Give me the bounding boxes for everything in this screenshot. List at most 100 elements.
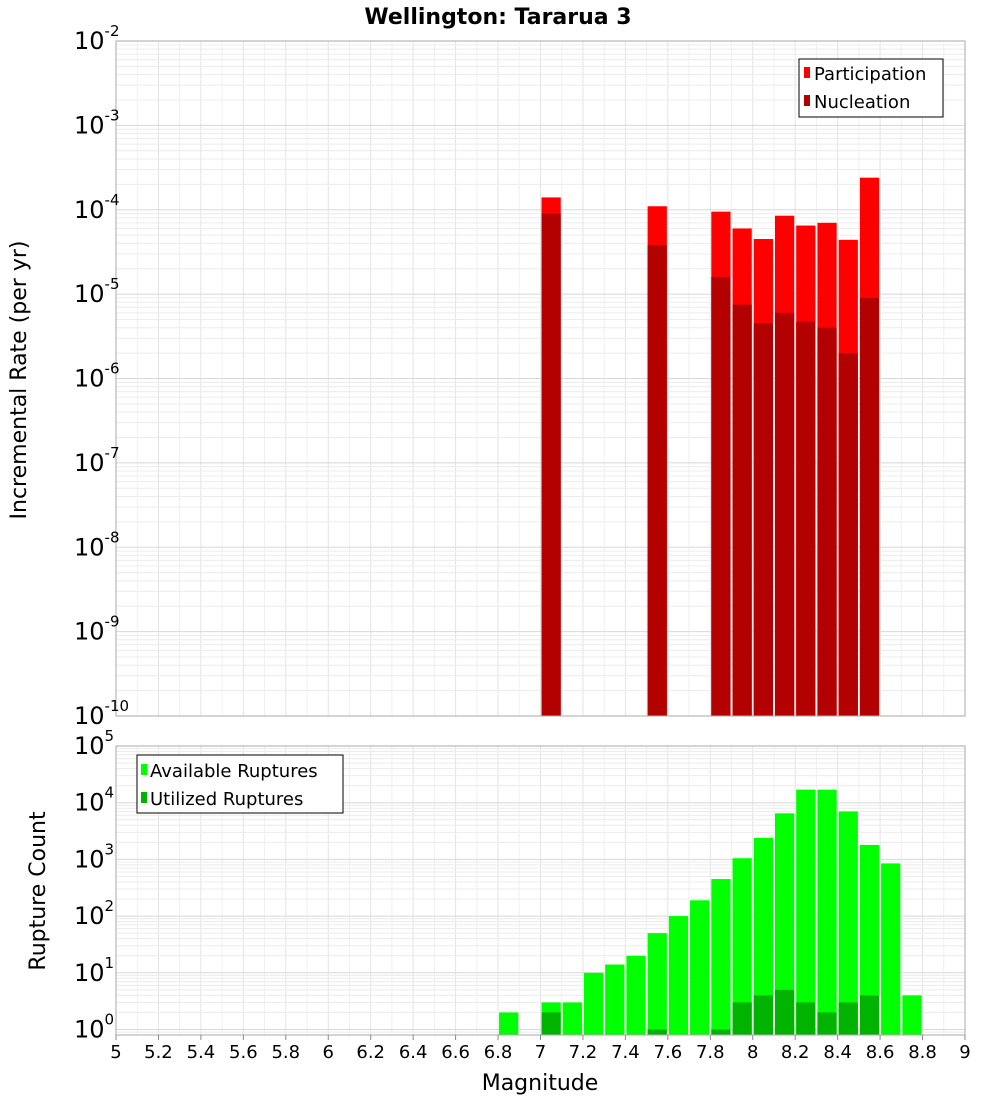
rate-y-ticks: 10-2 10-3 10-4 10-5 10-6 10-7 10-8 10-9 10-10 [74, 22, 129, 730]
chart-title: Wellington: Tararua 3 [364, 5, 631, 30]
utilized-legend-label: Utilized Ruptures [150, 789, 303, 810]
x-tick-label: 7.8 [696, 1042, 725, 1063]
rate-plot-border [115, 40, 966, 717]
count-bar-s1 [859, 844, 880, 1035]
rate-bar-s2 [753, 323, 773, 716]
utilized-legend-swatch [141, 792, 147, 803]
x-tick-label: 9 [959, 1042, 970, 1063]
count-bar-s1 [774, 813, 795, 1035]
x-tick-label: 6 [323, 1042, 334, 1063]
count-y-tick-label: 101 [74, 954, 114, 987]
count-legend-box [136, 754, 344, 814]
x-ticks: 5 5.2 5.4 5.6 5.8 6 6.2 6.4 6.6 6.8 7 7.2 7.4 7.6 7.8 8… [110, 1035, 971, 1063]
x-tick-label: 5.8 [271, 1042, 300, 1063]
count-y-tick-label: 100 [74, 1011, 114, 1044]
count-bar-s1 [902, 995, 922, 1035]
rate-y-tick-label: 10-5 [74, 275, 120, 308]
count-y-tick-label: 102 [74, 897, 114, 930]
count-y-tick-label: 105 [74, 727, 114, 760]
rate-bar-s2 [796, 321, 816, 716]
rate-y-tick-label: 10-3 [74, 106, 120, 139]
x-tick-label: 5.6 [229, 1042, 258, 1063]
x-tick-label: 8 [747, 1042, 758, 1063]
available-legend-swatch [141, 764, 147, 775]
rate-y-tick-label: 10-2 [74, 22, 120, 55]
count-bar-s1 [881, 863, 901, 1035]
x-tick-label: 8.8 [908, 1042, 937, 1063]
count-bar-s1 [838, 811, 858, 1035]
x-tick-label: 8.4 [823, 1042, 852, 1063]
x-tick-label: 8.2 [781, 1042, 810, 1063]
count-bar-s1 [796, 789, 816, 1035]
rate-bar-s2 [647, 245, 667, 717]
count-bar-s2 [817, 1012, 837, 1035]
count-y-tick-label: 104 [74, 784, 114, 817]
rate-bar-s2 [732, 304, 752, 716]
count-bar-s1 [583, 972, 604, 1035]
x-tick-label: 7.2 [569, 1042, 598, 1063]
nucleation-legend-swatch [804, 95, 810, 106]
x-tick-label: 6.4 [399, 1042, 428, 1063]
count-bar-s1 [690, 900, 710, 1035]
x-tick-label: 5 [110, 1042, 121, 1063]
count-bar-s2 [711, 1029, 731, 1035]
rate-bar-s2 [838, 353, 858, 716]
x-tick-label: 8.6 [866, 1042, 895, 1063]
count-bar-s1 [817, 789, 837, 1035]
count-bar-s2 [732, 1002, 752, 1035]
count-bar-s1 [605, 964, 625, 1035]
count-bar-s1 [647, 933, 667, 1035]
count-bar-s2 [838, 1002, 858, 1035]
rate-y-tick-label: 10-10 [74, 697, 129, 730]
x-tick-label: 6.8 [484, 1042, 513, 1063]
rate-grid [115, 41, 966, 717]
count-legend: Available Ruptures Utilized Ruptures [136, 754, 344, 814]
count-bar-s1 [562, 1002, 582, 1035]
count-y-tick-label: 103 [74, 840, 114, 873]
count-bar-s2 [753, 995, 773, 1035]
count-bar-s1 [626, 955, 646, 1035]
available-legend-label: Available Ruptures [150, 761, 318, 782]
x-tick-label: 5.4 [187, 1042, 216, 1063]
count-bar-s2 [796, 1002, 816, 1035]
x-tick-label: 7 [535, 1042, 546, 1063]
rate-y-tick-label: 10-4 [74, 191, 120, 224]
rate-bar-s2 [859, 297, 880, 716]
x-tick-label: 6.6 [441, 1042, 470, 1063]
count-y-axis-label: Rupture Count [26, 811, 51, 971]
count-bar-s1 [711, 879, 731, 1035]
count-bars [499, 789, 922, 1035]
count-bar-s2 [774, 989, 795, 1035]
rate-bar-s2 [541, 213, 561, 717]
participation-legend-swatch [804, 67, 810, 78]
rate-legend: Participation Nucleation [798, 58, 944, 118]
rate-y-axis-label: Incremental Rate (per yr) [7, 241, 32, 520]
count-panel: 105 104 103 102 101 100 5 5.2 5.4 5.6 5.8 6 6.2 6.4 6… [26, 727, 971, 1096]
rate-y-tick-label: 10-6 [74, 360, 120, 393]
count-bar-s2 [541, 1012, 561, 1035]
count-bar-s1 [732, 858, 752, 1035]
count-bar-s2 [647, 1029, 667, 1035]
count-bar-s1 [753, 837, 773, 1035]
rate-bar-s2 [774, 312, 795, 716]
x-tick-label: 6.2 [356, 1042, 385, 1063]
x-tick-label: 5.2 [144, 1042, 173, 1063]
rate-bar-s2 [817, 327, 837, 716]
count-bar-s1 [499, 1012, 519, 1035]
participation-legend-label: Participation [814, 64, 926, 85]
rate-legend-box [798, 58, 944, 118]
count-bar-s2 [859, 995, 880, 1035]
rate-bar-s2 [711, 276, 731, 716]
rate-y-tick-label: 10-8 [74, 528, 120, 561]
nucleation-legend-label: Nucleation [814, 92, 910, 113]
rate-y-tick-label: 10-7 [74, 444, 120, 477]
count-bar-s1 [668, 916, 689, 1035]
x-axis-label: Magnitude [482, 1071, 599, 1096]
count-y-ticks: 105 104 103 102 101 100 [74, 727, 114, 1044]
rate-bars [541, 177, 880, 717]
x-tick-label: 7.4 [611, 1042, 640, 1063]
rate-panel: 10-2 10-3 10-4 10-5 10-6 10-7 10-8 10-9 10-10 In… [7, 22, 966, 730]
x-tick-label: 7.6 [654, 1042, 683, 1063]
rate-y-tick-label: 10-9 [74, 613, 120, 646]
